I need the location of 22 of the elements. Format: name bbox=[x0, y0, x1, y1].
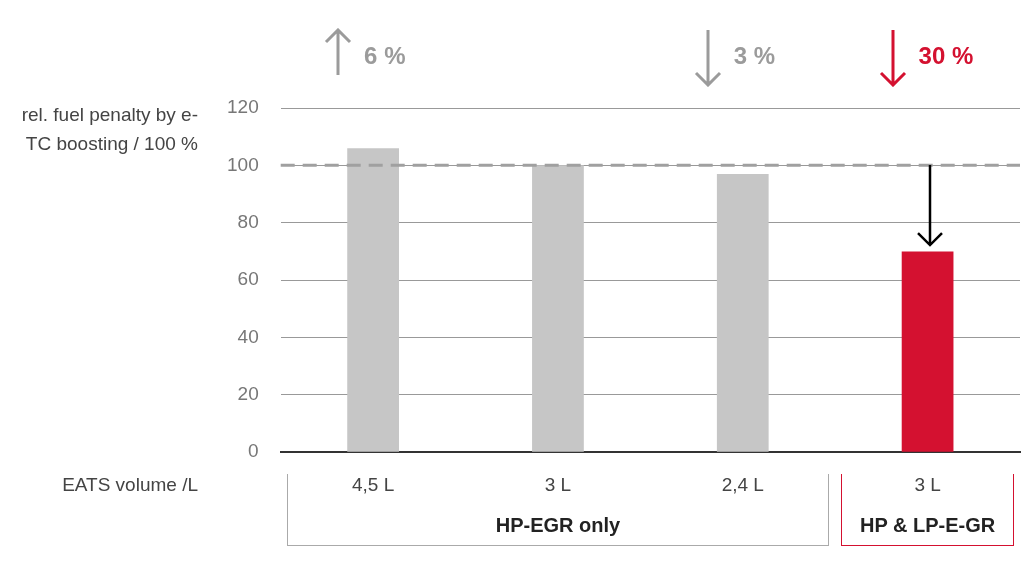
y-tick-label: 100 bbox=[227, 153, 259, 175]
x-tick-label: 3 L bbox=[914, 473, 941, 495]
x-tick-label: 3 L bbox=[544, 473, 572, 495]
y-tick-label: 40 bbox=[237, 325, 259, 347]
text: 6 % bbox=[364, 42, 406, 70]
y-tick-label: 0 bbox=[248, 440, 259, 462]
y-tick-label: 80 bbox=[237, 210, 259, 232]
text: 30 % bbox=[918, 42, 974, 70]
y-tick-label: 20 bbox=[237, 383, 259, 405]
text: 3 % bbox=[733, 42, 776, 70]
bar bbox=[532, 165, 584, 452]
bar bbox=[347, 148, 399, 452]
y-tick-label: 120 bbox=[227, 96, 259, 118]
y-axis-title: rel. fuel penalty by e-TC boosting / 100 % bbox=[20, 103, 198, 156]
x-tick-label: 4,5 L bbox=[351, 473, 395, 495]
y-tick-label: 60 bbox=[237, 268, 259, 290]
x-axis-title: EATS volume /L bbox=[62, 474, 198, 497]
bar bbox=[901, 251, 954, 452]
x-tick-label: 2,4 L bbox=[721, 473, 764, 495]
bar bbox=[716, 173, 769, 452]
text: HP-EGR only bbox=[494, 514, 622, 538]
text: HP & LP-E-GR bbox=[858, 514, 997, 538]
